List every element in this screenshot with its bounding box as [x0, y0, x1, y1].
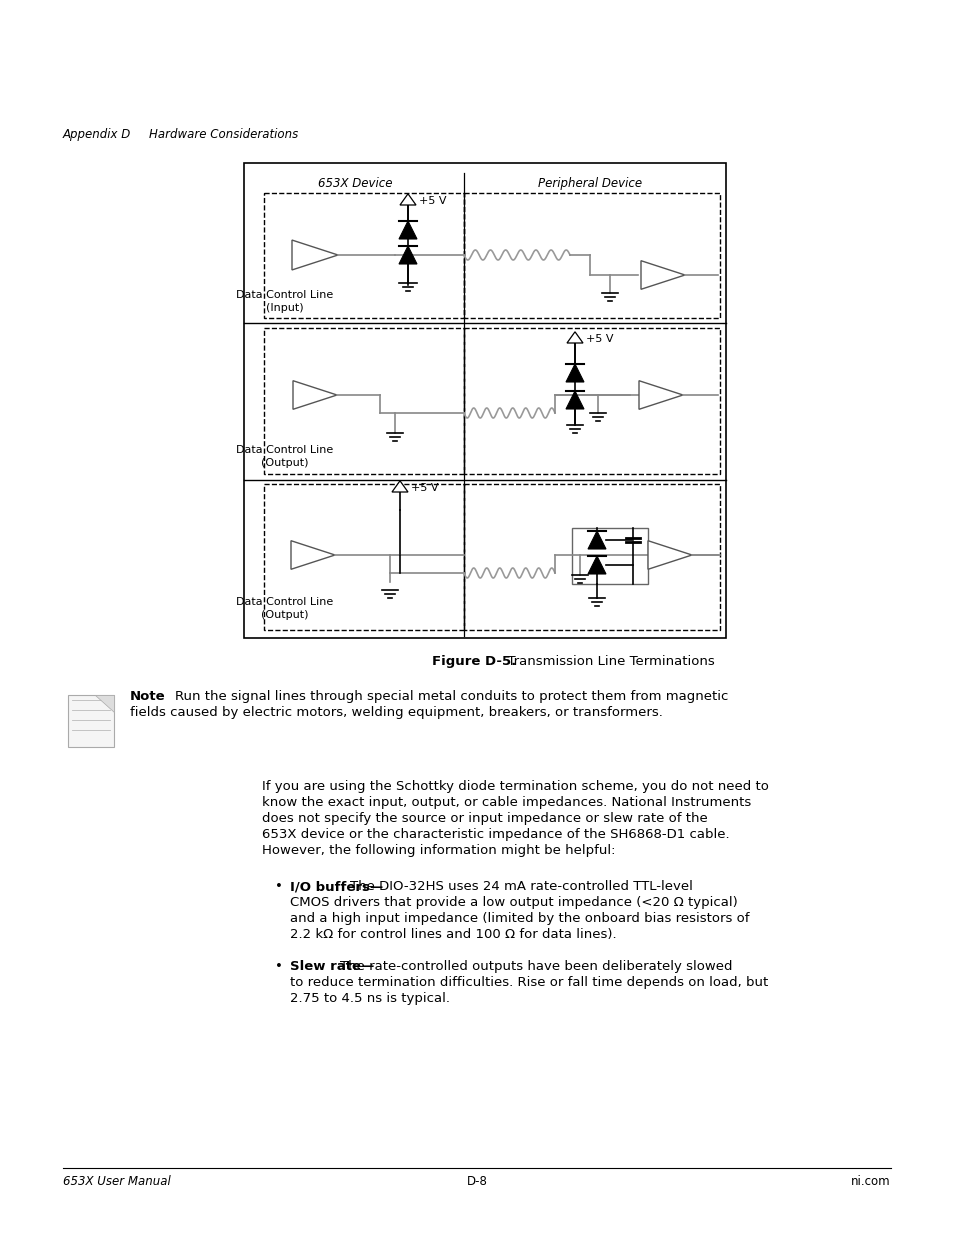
Text: Data Control Line: Data Control Line	[236, 597, 334, 606]
Text: fields caused by electric motors, welding equipment, breakers, or transformers.: fields caused by electric motors, weldin…	[130, 706, 662, 719]
Text: +5 V: +5 V	[418, 196, 446, 206]
Text: Transmission Line Terminations: Transmission Line Terminations	[498, 655, 714, 668]
Text: +5 V: +5 V	[585, 333, 613, 345]
Polygon shape	[566, 332, 582, 343]
Polygon shape	[587, 531, 605, 550]
Text: 653X Device: 653X Device	[317, 177, 392, 190]
Polygon shape	[293, 380, 336, 409]
Bar	[463, 193, 720, 317]
Polygon shape	[587, 556, 605, 574]
Polygon shape	[95, 695, 113, 713]
Text: does not specify the source or input impedance or slew rate of the: does not specify the source or input imp…	[262, 811, 707, 825]
Polygon shape	[292, 240, 337, 270]
Text: +5 V: +5 V	[411, 483, 438, 493]
Polygon shape	[392, 480, 408, 492]
Bar	[264, 329, 463, 474]
Text: Slew rate—: Slew rate—	[290, 960, 374, 973]
Polygon shape	[565, 391, 583, 409]
Text: 653X device or the characteristic impedance of the SH6868-D1 cable.: 653X device or the characteristic impeda…	[262, 827, 729, 841]
Text: (Input): (Input)	[266, 303, 303, 312]
Polygon shape	[640, 261, 684, 289]
Text: Run the signal lines through special metal conduits to protect them from magneti: Run the signal lines through special met…	[174, 690, 727, 703]
Text: D-8: D-8	[466, 1174, 487, 1188]
Text: The DIO-32HS uses 24 mA rate-controlled TTL-level: The DIO-32HS uses 24 mA rate-controlled …	[350, 881, 692, 893]
Polygon shape	[639, 380, 682, 409]
Bar	[68, 695, 113, 747]
Text: Figure D-5.: Figure D-5.	[432, 655, 516, 668]
Polygon shape	[398, 221, 416, 240]
Bar	[572, 529, 647, 584]
Text: If you are using the Schottky diode termination scheme, you do not need to: If you are using the Schottky diode term…	[262, 781, 768, 793]
Bar	[463, 484, 720, 630]
Polygon shape	[565, 364, 583, 382]
Text: 2.75 to 4.5 ns is typical.: 2.75 to 4.5 ns is typical.	[290, 992, 450, 1005]
Text: to reduce termination difficulties. Rise or fall time depends on load, but: to reduce termination difficulties. Rise…	[290, 976, 767, 989]
Text: (Output): (Output)	[261, 610, 309, 620]
Text: 653X User Manual: 653X User Manual	[63, 1174, 171, 1188]
Text: 2.2 kΩ for control lines and 100 Ω for data lines).: 2.2 kΩ for control lines and 100 Ω for d…	[290, 927, 616, 941]
Bar	[264, 484, 463, 630]
Bar	[264, 193, 463, 317]
Text: Note: Note	[130, 690, 166, 703]
Text: •: •	[274, 881, 283, 893]
Polygon shape	[647, 541, 691, 569]
Polygon shape	[398, 246, 416, 264]
Text: know the exact input, output, or cable impedances. National Instruments: know the exact input, output, or cable i…	[262, 797, 750, 809]
Text: (Output): (Output)	[261, 458, 309, 468]
Bar	[463, 329, 720, 474]
Text: ni.com: ni.com	[850, 1174, 890, 1188]
Polygon shape	[399, 194, 416, 205]
Text: •: •	[274, 960, 283, 973]
Text: Appendix D     Hardware Considerations: Appendix D Hardware Considerations	[63, 128, 299, 141]
Text: Data Control Line: Data Control Line	[236, 445, 334, 454]
Text: Peripheral Device: Peripheral Device	[537, 177, 641, 190]
Polygon shape	[291, 541, 335, 569]
Text: CMOS drivers that provide a low output impedance (<20 Ω typical): CMOS drivers that provide a low output i…	[290, 897, 737, 909]
Text: I/O buffers—: I/O buffers—	[290, 881, 383, 893]
Text: However, the following information might be helpful:: However, the following information might…	[262, 844, 615, 857]
Text: and a high input impedance (limited by the onboard bias resistors of: and a high input impedance (limited by t…	[290, 911, 749, 925]
Text: The rate-controlled outputs have been deliberately slowed: The rate-controlled outputs have been de…	[339, 960, 732, 973]
Text: Data Control Line: Data Control Line	[236, 290, 334, 300]
Bar	[244, 163, 725, 638]
